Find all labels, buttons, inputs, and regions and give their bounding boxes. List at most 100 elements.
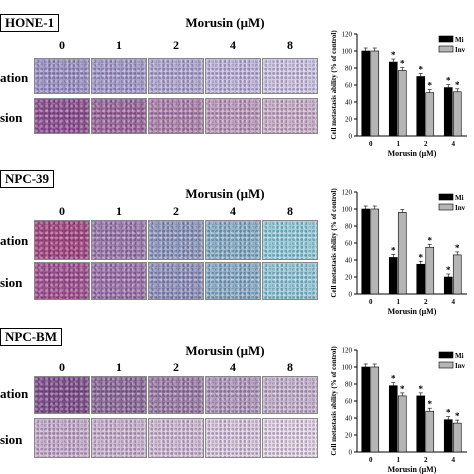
y-tick-label: 40 [345,99,353,107]
dose-label: 1 [116,38,122,52]
micrograph-migration [148,376,204,414]
y-axis-label: Cell metastasis ability (% of control) [330,188,338,298]
y-tick-label: 40 [345,415,353,423]
dose-label: 8 [287,38,293,52]
micrograph-invasion [262,262,318,300]
legend-label: Mi [455,352,464,360]
y-axis-label: Cell metastasis ability (% of control) [330,346,338,456]
y-tick-label: 100 [342,206,353,214]
significance-star: * [419,384,424,394]
x-axis-label: Morusin (μM) [388,149,437,158]
y-tick-label: 120 [342,347,353,355]
micrograph-migration [148,220,204,260]
bar [452,91,462,137]
panel-npc39: NPC-39 Morusin (μM) 0 1 2 4 8 ation sion… [0,158,474,316]
x-tick-label: 2 [424,140,428,148]
panel-npcbm: NPC-BM Morusin (μM) 0 1 2 4 8 ation sion… [0,316,474,474]
bar [397,212,407,295]
bar [361,50,371,137]
y-tick-label: 0 [349,449,353,457]
y-tick-label: 80 [345,65,353,73]
micrograph-invasion [205,418,261,458]
micrograph-invasion [91,262,147,300]
legend-label: Inv [455,362,466,370]
micrograph-invasion [148,98,204,134]
significance-star: * [446,265,451,275]
y-tick-label: 80 [345,381,353,389]
significance-star: * [446,76,451,86]
row-label-invasion: sion [0,275,23,290]
row-label-migration: ation [0,386,29,401]
significance-star: * [391,50,396,60]
dose-label: 0 [59,38,65,52]
bar [416,76,426,137]
micrograph-invasion [91,98,147,134]
dose-label: 2 [173,204,179,218]
row-label-migration: ation [0,233,29,248]
legend-swatch [438,361,454,369]
micrograph-migration [148,58,204,94]
x-tick-label: 2 [424,456,428,464]
x-tick-label: 0 [369,456,373,464]
micrograph-migration [91,58,147,94]
significance-star: * [419,252,424,262]
bar [361,208,371,295]
cell-line-label: NPC-39 [0,170,55,188]
significance-star: * [428,399,433,409]
y-tick-label: 120 [342,31,353,39]
significance-star: * [455,80,460,90]
micrograph-invasion [262,98,318,134]
dose-label: 1 [116,204,122,218]
cell-line-label: NPC-BM [0,328,62,346]
x-tick-label: 2 [424,298,428,306]
y-tick-label: 0 [349,133,353,141]
bar [397,395,407,453]
micrograph-migration [262,376,318,414]
bar [370,208,380,295]
bar [425,410,435,453]
y-tick-label: 80 [345,223,353,231]
y-tick-label: 120 [342,189,353,197]
bar [425,92,435,137]
bar [452,422,462,453]
x-tick-label: 4 [452,456,456,464]
bar [443,87,453,137]
y-tick-label: 60 [345,240,353,248]
bar [416,395,426,453]
row-label-invasion: sion [0,432,23,447]
dose-label: 2 [173,360,179,374]
morusin-header: Morusin (μM) [185,343,265,358]
x-tick-label: 0 [369,298,373,306]
x-tick-label: 4 [452,298,456,306]
micrograph-invasion [205,98,261,134]
x-axis-label: Morusin (μM) [388,465,437,474]
bar [443,419,453,453]
bar [361,366,371,453]
legend-swatch [438,193,454,201]
micrograph-invasion [148,418,204,458]
y-tick-label: 20 [345,432,353,440]
x-tick-label: 1 [397,456,401,464]
significance-star: * [400,384,405,394]
y-tick-label: 20 [345,274,353,282]
micrograph-migration [34,58,90,94]
micrograph-invasion [34,262,90,300]
row-label-migration: ation [0,70,29,85]
bar [425,246,435,295]
legend-swatch [438,45,454,53]
significance-star: * [446,408,451,418]
significance-star: * [428,81,433,91]
bar [388,61,398,137]
panel-hone1: HONE-1 Morusin (μM) 0 1 2 4 8 ation sion… [0,0,474,158]
x-axis-label: Morusin (μM) [388,307,437,316]
dose-label: 1 [116,360,122,374]
dose-label: 4 [230,360,236,374]
bar [370,50,380,137]
morusin-header: Morusin (μM) [185,15,265,30]
legend-swatch [438,351,454,359]
legend-swatch [438,35,454,43]
y-tick-label: 0 [349,291,353,299]
legend-swatch [438,203,454,211]
x-tick-label: 0 [369,140,373,148]
